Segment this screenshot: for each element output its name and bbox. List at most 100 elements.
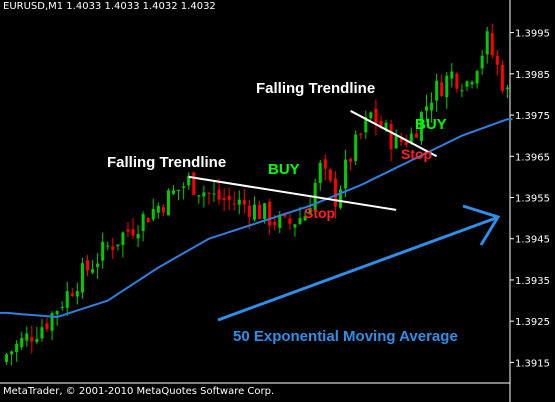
copyright-footer: MetaTrader, © 2001-2010 MetaQuotes Softw…: [3, 386, 275, 397]
candle-body: [141, 214, 145, 231]
candle-body: [187, 175, 191, 186]
candle-body: [333, 178, 337, 207]
stop-label-1: Stop: [304, 205, 335, 221]
candle-body: [197, 195, 201, 197]
symbol-header: EURUSD,M1 1.4033 1.4033 1.4032 1.4032: [3, 1, 216, 12]
candle-body: [298, 218, 302, 224]
buy-label-1: BUY: [268, 161, 300, 178]
candle-body: [374, 108, 378, 124]
candle-body: [202, 192, 206, 197]
candle-body: [465, 81, 469, 87]
price-tick-label: 1.3985: [515, 70, 550, 81]
candle-body: [192, 172, 196, 195]
falling-trendline: [350, 110, 438, 158]
trend-arrow-shaft: [217, 216, 497, 322]
candle-body: [65, 291, 69, 308]
price-tick-label: 1.3965: [515, 152, 550, 163]
candle-body: [480, 55, 484, 69]
candle-body: [217, 189, 221, 200]
candle-body: [435, 80, 439, 101]
candle-body: [490, 33, 494, 56]
candle-body: [430, 102, 434, 111]
falling-trendline-label-1: Falling Trendline: [107, 154, 226, 171]
candle-body: [10, 351, 14, 355]
candle-body: [455, 73, 459, 89]
candle-body: [136, 233, 140, 239]
candle-body: [268, 201, 272, 226]
falling-trendline-label-2: Falling Trendline: [256, 80, 375, 97]
candle-body: [146, 217, 150, 223]
candle-body: [172, 190, 176, 194]
candle-body: [55, 311, 59, 315]
candle-body: [15, 343, 19, 353]
candle-body: [440, 82, 444, 97]
price-tick-label: 1.3915: [515, 358, 550, 369]
candle-body: [414, 133, 418, 138]
candle-body: [242, 200, 246, 205]
candle-body: [379, 120, 383, 128]
candle-body: [419, 112, 423, 142]
candle-body: [121, 232, 125, 245]
candle-body: [425, 106, 429, 111]
price-tick-label: 1.3955: [515, 194, 550, 205]
candle-body: [445, 75, 449, 98]
candle-body: [384, 122, 388, 130]
candle-body: [394, 136, 398, 149]
candle-body: [75, 291, 79, 297]
candle-body: [500, 64, 504, 91]
annotations: Falling Trendline Falling Trendline BUY BUY…: [107, 80, 501, 345]
candle-body: [399, 138, 403, 143]
candle-body: [237, 199, 241, 205]
candle-body: [126, 229, 130, 232]
candle-body: [460, 90, 464, 92]
candle-body: [364, 117, 368, 133]
candle-body: [25, 333, 29, 341]
candle-body: [359, 134, 363, 136]
candle-body: [227, 195, 231, 200]
ema-annotation-label: 50 Exponential Moving Average: [233, 328, 458, 345]
candle-body: [409, 133, 413, 144]
candles: [5, 23, 509, 366]
stop-label-2: Stop: [401, 146, 432, 162]
candle-body: [389, 123, 393, 150]
candle-body: [166, 190, 170, 216]
candle-body: [308, 208, 312, 215]
candle-body: [354, 134, 358, 161]
candle-body: [207, 193, 211, 195]
candle-body: [60, 307, 64, 309]
candle-body: [247, 205, 251, 217]
candle-body: [475, 71, 479, 84]
candle-body: [263, 203, 267, 219]
candle-body: [45, 323, 49, 330]
price-tick-label: 1.3945: [515, 235, 550, 246]
candle-body: [283, 214, 287, 217]
candle-body: [323, 159, 327, 169]
candle-body: [273, 221, 277, 226]
ema-line: [0, 118, 513, 319]
candle-body: [131, 229, 135, 236]
candle-body: [232, 203, 236, 205]
candle-body: [328, 169, 332, 181]
candle-body: [470, 82, 474, 85]
candle-body: [303, 216, 307, 221]
price-tick-label: 1.3975: [515, 111, 550, 122]
candle-body: [182, 186, 186, 188]
candle-body: [258, 204, 262, 220]
candle-body: [349, 158, 353, 162]
candle-body: [212, 193, 216, 195]
trend-arrow-head: [462, 204, 501, 246]
candle-body: [80, 263, 84, 293]
candle-body: [338, 189, 342, 208]
candle-body: [70, 293, 74, 296]
price-tick-label: 1.3995: [515, 29, 550, 40]
price-tick-label: 1.3925: [515, 317, 550, 328]
candle-body: [111, 246, 115, 250]
candle-body: [151, 208, 155, 220]
candle-body: [5, 354, 9, 362]
candle-body: [222, 198, 226, 200]
candle-body: [369, 112, 373, 119]
overlays: [0, 110, 513, 319]
price-tick-label: 1.3935: [515, 276, 550, 287]
